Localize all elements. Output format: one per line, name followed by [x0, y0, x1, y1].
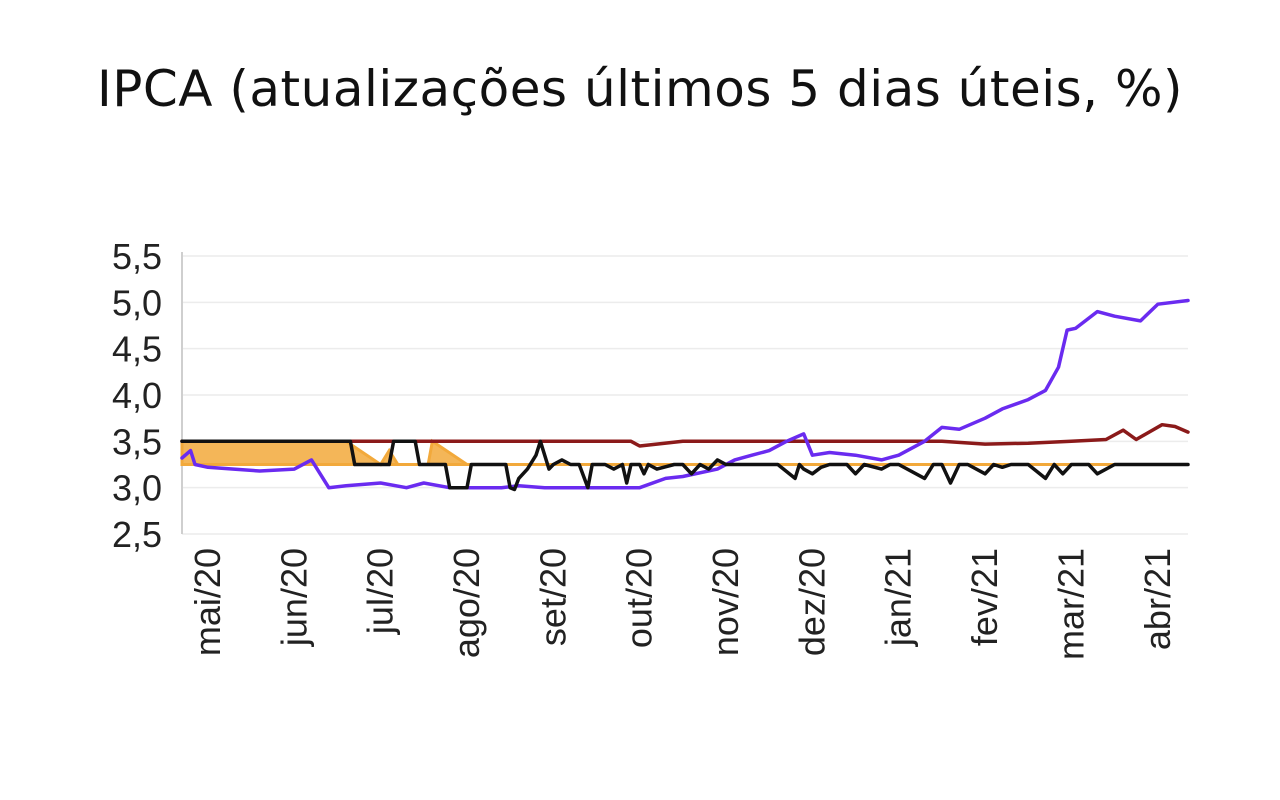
chart-title: IPCA (atualizações últimos 5 dias úteis,… — [97, 60, 1183, 118]
x-tick-label: jan/21 — [878, 548, 919, 647]
y-tick-label: 5,5 — [112, 236, 162, 277]
x-tick-label: mar/21 — [1050, 548, 1091, 660]
y-tick-label: 3,5 — [112, 421, 162, 462]
x-tick-label: jul/20 — [360, 548, 401, 635]
y-tick-label: 4,0 — [112, 375, 162, 416]
series-line-3 — [180, 439, 1190, 492]
x-tick-label: fev/21 — [964, 548, 1005, 646]
x-tick-label: ago/20 — [446, 548, 487, 658]
series-line-2 — [180, 298, 1190, 490]
series-area-0 — [180, 438, 1188, 467]
y-tick-label: 2,5 — [112, 514, 162, 555]
x-tick-label: abr/21 — [1137, 548, 1178, 650]
x-tick-label: nov/20 — [705, 548, 746, 656]
x-tick-label: dez/20 — [791, 548, 832, 656]
y-tick-labels: 2,5 3,0 3,5 4,0 4,5 5,0 5,5 — [112, 236, 162, 555]
y-tick-label: 5,0 — [112, 282, 162, 323]
x-tick-label: out/20 — [619, 548, 660, 648]
x-tick-label: mai/20 — [187, 548, 228, 656]
x-tick-label: jun/20 — [273, 548, 314, 647]
x-tick-label: set/20 — [532, 548, 573, 646]
y-tick-label: 3,0 — [112, 468, 162, 509]
series-lines — [180, 298, 1190, 492]
series-line-1 — [180, 422, 1190, 448]
x-tick-labels: mai/20 jun/20 jul/20 ago/20 set/20 out/20 nov/… — [187, 548, 1178, 660]
y-tick-label: 4,5 — [112, 329, 162, 370]
